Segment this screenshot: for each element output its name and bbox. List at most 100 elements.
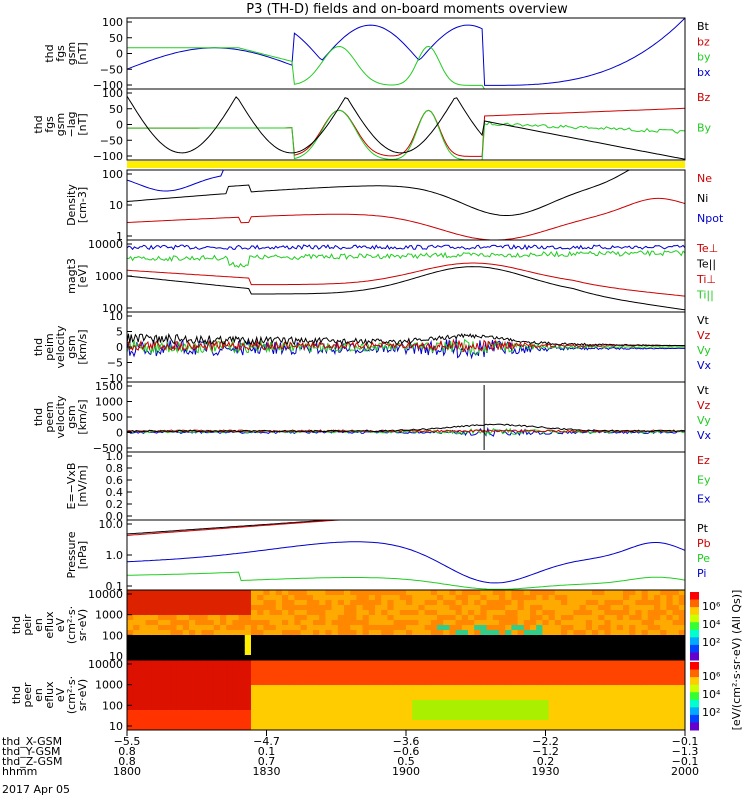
spectrogram-cell: [406, 700, 413, 706]
spectrogram-cell: [567, 680, 574, 686]
spectrogram-cell: [362, 700, 370, 706]
spectrogram-cell: [164, 640, 171, 646]
spectrogram-cell: [350, 690, 357, 696]
spectrogram-cell: [660, 705, 667, 711]
spectrogram-cell: [189, 705, 196, 711]
spectrogram-cell: [288, 620, 295, 626]
spectrogram-cell: [344, 670, 351, 676]
spectrogram-cell: [660, 600, 667, 606]
spectrogram-cell: [660, 650, 667, 656]
spectrogram-cell: [437, 695, 444, 701]
spectrogram-cell: [610, 685, 618, 691]
spectrogram-cell: [337, 625, 345, 631]
spectrogram-cell: [542, 605, 550, 611]
spectrogram-cell: [139, 725, 147, 731]
spectrogram-cell: [294, 620, 302, 626]
spectrogram-cell: [288, 660, 295, 666]
spectrogram-cell: [548, 630, 556, 636]
spectrogram-cell: [151, 600, 159, 606]
spectrogram-cell: [244, 610, 252, 616]
spectrogram-cell: [647, 610, 655, 616]
legend-bx: bx: [697, 66, 711, 79]
spectrogram-cell: [313, 700, 320, 706]
y-tick-label: 1000: [95, 609, 123, 622]
spectrogram-cell: [375, 660, 382, 666]
spectrogram-cell: [424, 660, 432, 666]
spectrogram-cell: [381, 695, 388, 701]
spectrogram-cell: [523, 660, 531, 666]
spectrogram-cell: [207, 710, 215, 716]
spectrogram-cell: [319, 680, 326, 686]
spectrogram-cell: [486, 720, 494, 726]
spectrogram-cell: [399, 590, 407, 596]
spectrogram-cell: [350, 670, 357, 676]
spectrogram-cell: [505, 625, 512, 631]
spectrogram-cell: [517, 665, 525, 671]
spectrogram-cell: [244, 690, 252, 696]
spectrogram-cell: [554, 710, 562, 716]
spectrogram-cell: [598, 665, 605, 671]
legend-Vz: Vz: [697, 399, 711, 412]
spectrogram-cell: [672, 680, 680, 686]
spectrogram-cell: [629, 610, 636, 616]
spectrogram-cell: [610, 720, 618, 726]
spectrogram-cell: [238, 720, 246, 726]
spectrogram-cell: [201, 695, 209, 701]
spectrogram-cell: [523, 595, 531, 601]
spectrogram-cell: [672, 590, 680, 596]
legend-Vy: Vy: [697, 414, 711, 427]
spectrogram-cell: [616, 665, 624, 671]
spectrogram-cell: [195, 630, 202, 636]
spectrogram-cell: [567, 590, 574, 596]
spectrogram-cell: [226, 725, 233, 731]
spectrogram-cell: [474, 630, 481, 636]
spectrogram-cell: [182, 675, 190, 681]
legend-Ti||: Ti||: [696, 289, 714, 302]
spectrogram-cell: [170, 645, 178, 651]
spectrogram-cell: [288, 665, 295, 671]
spectrogram-cell: [672, 660, 680, 666]
spectrogram-cell: [387, 660, 395, 666]
spectrogram-cell: [554, 725, 562, 731]
y-tick-label: 1.0: [106, 549, 124, 562]
spectrogram-cell: [536, 625, 543, 631]
spectrogram-cell: [201, 705, 209, 711]
spectrogram-cell: [455, 705, 463, 711]
spectrogram-cell: [337, 715, 345, 721]
legend-Ne: Ne: [697, 172, 712, 185]
spectrogram-cell: [604, 665, 612, 671]
spectrogram-cell: [201, 690, 209, 696]
spectrogram-cell: [213, 590, 221, 596]
spectrogram-cell: [201, 590, 209, 596]
spectrogram-cell: [517, 595, 525, 601]
spectrogram-cell: [629, 615, 636, 621]
spectrogram-cell: [554, 720, 562, 726]
spectrogram-cell: [337, 655, 345, 661]
spectrogram-cell: [579, 665, 587, 671]
y-tick-label: 10: [109, 199, 123, 212]
spectrogram-cell: [430, 685, 438, 691]
spectrogram-cell: [133, 685, 140, 691]
spectrogram-cell: [492, 645, 500, 651]
spectrogram-cell: [598, 695, 605, 701]
spectrogram-cell: [319, 615, 326, 621]
spectrogram-cell: [424, 655, 432, 661]
spectrogram-cell: [251, 650, 258, 656]
spectrogram-cell: [492, 605, 500, 611]
spectrogram-cell: [139, 620, 147, 626]
spectrogram-cell: [176, 695, 184, 701]
spectrogram-cell: [505, 725, 512, 731]
spectrogram-cell: [288, 610, 295, 616]
spectrogram-cell: [313, 670, 320, 676]
spectrogram-cell: [654, 640, 661, 646]
spectrogram-cell: [437, 605, 444, 611]
spectrogram-cell: [257, 600, 264, 606]
spectrogram-cell: [579, 625, 587, 631]
spectrogram-cell: [461, 685, 469, 691]
spectrogram-cell: [616, 595, 624, 601]
spectrogram-cell: [430, 595, 438, 601]
y-axis-label: (cm²·s·: [65, 676, 78, 714]
spectrogram-cell: [170, 670, 178, 676]
spectrogram-cell: [337, 685, 345, 691]
spectrogram-cell: [598, 625, 605, 631]
